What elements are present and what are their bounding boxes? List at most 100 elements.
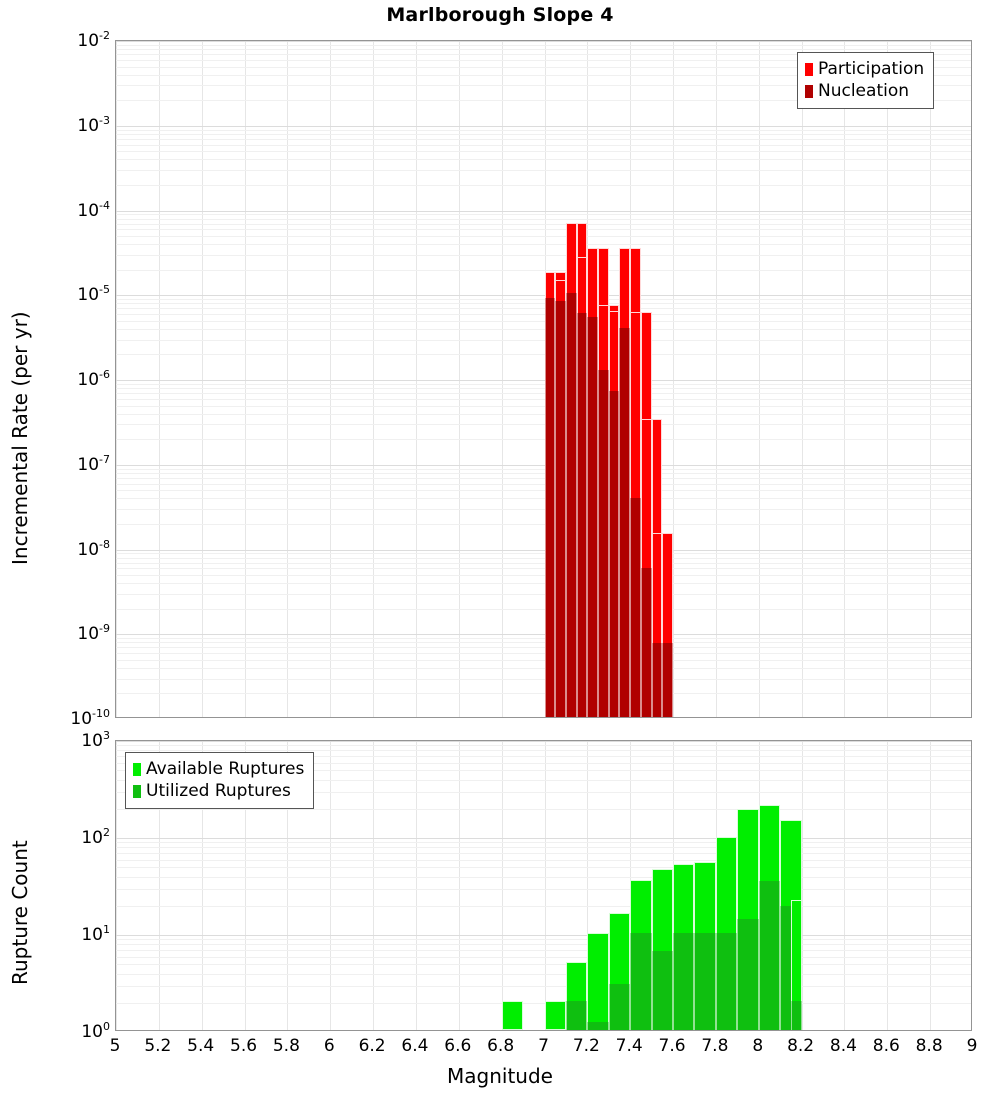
- gridline-horizontal: [116, 308, 971, 310]
- rupture-bar: [673, 741, 695, 1030]
- gridline-horizontal: [116, 314, 971, 316]
- x-tick-label: 5.4: [187, 1036, 215, 1056]
- rate-bar: [587, 41, 599, 717]
- legend-label: Participation: [818, 59, 925, 79]
- gridline-horizontal: [116, 905, 971, 907]
- gridline-horizontal: [116, 151, 971, 153]
- x-tick-label: 8: [752, 1036, 764, 1056]
- x-tick-label: 6.8: [487, 1036, 515, 1056]
- gridline-vertical: [844, 741, 846, 1030]
- gridline-horizontal: [116, 553, 971, 555]
- gridline-horizontal: [116, 244, 971, 246]
- gridline-horizontal: [116, 770, 971, 772]
- rupture-bar: [501, 741, 524, 1030]
- y-tick-label: 10-9: [77, 622, 110, 645]
- top-y-axis-label: Incremental Rate (per yr): [8, 311, 32, 565]
- utilized-ruptures-segment: [651, 951, 674, 1030]
- nucleation-segment: [640, 567, 652, 717]
- gridline-vertical: [458, 41, 460, 717]
- gridline-vertical: [887, 41, 889, 717]
- gridline-horizontal: [116, 100, 971, 102]
- gridline-horizontal: [116, 568, 971, 570]
- gridline-horizontal: [116, 859, 971, 861]
- gridline-vertical: [887, 741, 889, 1030]
- gridline-horizontal: [116, 745, 971, 747]
- rupture-count-plot: [115, 740, 972, 1031]
- gridline-horizontal: [116, 49, 971, 51]
- gridline-horizontal: [116, 295, 971, 297]
- rupture-bar: [758, 741, 781, 1030]
- gridline-vertical: [287, 41, 289, 717]
- rate-bar: [640, 41, 652, 717]
- gridline-vertical: [758, 41, 760, 717]
- gridline-horizontal: [116, 523, 971, 525]
- gridline-horizontal: [116, 973, 971, 975]
- x-tick-label: 7.6: [658, 1036, 686, 1056]
- gridline-horizontal: [116, 956, 971, 958]
- gridline-horizontal: [116, 229, 971, 231]
- figure-title: Marlborough Slope 4: [386, 4, 614, 26]
- y-tick-label: 10-5: [77, 283, 110, 306]
- y-tick-label: 102: [81, 826, 110, 848]
- gridline-horizontal: [116, 85, 971, 87]
- gridline-vertical: [801, 41, 803, 717]
- rupture-bar: [608, 741, 631, 1030]
- gridline-vertical: [373, 41, 375, 717]
- gridline-horizontal: [116, 468, 971, 470]
- gridline-horizontal: [116, 405, 971, 407]
- bottom-legend-item: Utilized Ruptures: [133, 780, 304, 802]
- y-tick-label: 103: [81, 729, 110, 751]
- nucleation-segment: [587, 317, 599, 717]
- gridline-horizontal: [116, 935, 971, 936]
- utilized-ruptures-segment: [673, 933, 695, 1030]
- gridline-vertical: [158, 741, 160, 1030]
- utilized-ruptures-segment: [587, 1022, 609, 1030]
- rupture-bar: [694, 741, 716, 1030]
- x-axis-label: Magnitude: [447, 1064, 553, 1088]
- y-tick-label: 100: [81, 1020, 110, 1042]
- gridline-horizontal: [116, 756, 971, 758]
- gridline-vertical: [330, 41, 332, 717]
- gridline-horizontal: [116, 847, 971, 849]
- gridline-horizontal: [116, 964, 971, 966]
- gridline-horizontal: [116, 593, 971, 595]
- utilized-ruptures-segment: [790, 1000, 802, 1030]
- rate-bar: [544, 41, 556, 717]
- utilized-ruptures-segment: [565, 1000, 588, 1030]
- gridline-horizontal: [116, 170, 971, 172]
- gridline-horizontal: [116, 876, 971, 878]
- y-tick-label: 10-8: [77, 537, 110, 560]
- rate-bar: [651, 41, 663, 717]
- rupture-bar: [715, 741, 738, 1030]
- y-tick-label: 10-3: [77, 113, 110, 136]
- gridline-horizontal: [116, 439, 971, 441]
- gridline-vertical: [501, 741, 503, 1030]
- incremental-rate-plot: [115, 40, 972, 718]
- x-tick-label: 7.8: [701, 1036, 729, 1056]
- nucleation-segment: [630, 498, 641, 717]
- rate-bar: [630, 41, 641, 717]
- utilized-ruptures-segment: [630, 933, 652, 1030]
- gridline-vertical: [544, 741, 546, 1030]
- gridline-horizontal: [116, 779, 971, 781]
- gridline-horizontal: [116, 842, 971, 844]
- gridline-horizontal: [116, 838, 971, 839]
- rupture-bar: [587, 741, 609, 1030]
- gridline-horizontal: [116, 129, 971, 131]
- gridline-horizontal: [116, 498, 971, 500]
- gridline-vertical: [715, 41, 717, 717]
- y-tick-label: 10-4: [77, 198, 110, 221]
- gridline-horizontal: [116, 693, 971, 695]
- rate-bar: [555, 41, 566, 717]
- gridline-horizontal: [116, 59, 971, 61]
- rupture-bar: [651, 741, 674, 1030]
- utilized-ruptures-segment: [737, 918, 759, 1030]
- nucleation-segment: [619, 327, 631, 717]
- gridline-horizontal: [116, 509, 971, 511]
- top-legend-item: Nucleation: [805, 80, 924, 102]
- gridline-vertical: [930, 41, 932, 717]
- rate-bar: [608, 41, 620, 717]
- gridline-horizontal: [116, 575, 971, 576]
- utilized-ruptures-segment: [694, 933, 716, 1030]
